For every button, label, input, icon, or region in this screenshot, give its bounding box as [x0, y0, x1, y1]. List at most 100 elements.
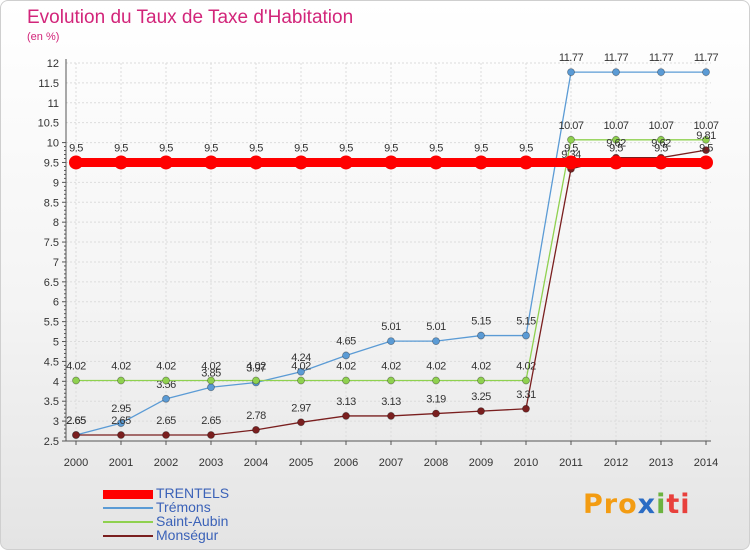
data-label: 5.15 [471, 316, 491, 328]
legend-swatch [103, 507, 153, 509]
data-label: 4.02 [246, 361, 266, 373]
data-point [249, 155, 263, 170]
x-tick-label: 2008 [424, 457, 448, 469]
data-point [474, 155, 488, 170]
chart-title: Evolution du Taux de Taxe d'Habitation [27, 7, 354, 28]
data-point [339, 155, 353, 170]
data-point [342, 412, 350, 420]
y-tick-label: 5 [53, 337, 59, 349]
data-label: 9.5 [609, 142, 623, 154]
data-label: 2.65 [66, 415, 86, 427]
legend-label: Saint-Aubin [156, 513, 229, 529]
y-tick-label: 7 [53, 257, 59, 269]
data-label: 9.5 [519, 142, 533, 154]
data-label: 3.31 [516, 389, 536, 401]
y-tick-label: 5.5 [44, 317, 59, 329]
y-tick-label: 12 [47, 58, 59, 70]
logo-part: x [637, 489, 657, 520]
data-point [297, 367, 305, 376]
data-label: 9.62 [651, 138, 671, 150]
data-label: 4.02 [156, 361, 176, 373]
x-tick-label: 2011 [559, 457, 583, 469]
data-label: 3.56 [156, 379, 176, 391]
data-label: 2.78 [246, 410, 266, 422]
data-point [567, 135, 575, 144]
legend-swatch [103, 535, 153, 537]
data-point [522, 376, 530, 385]
data-point [342, 376, 350, 385]
data-point [432, 337, 440, 346]
data-point [207, 383, 215, 392]
data-label: 4.02 [381, 361, 401, 373]
data-point [72, 431, 80, 439]
data-point [477, 331, 485, 340]
data-point [387, 337, 395, 346]
y-tick-label: 6.5 [44, 277, 59, 289]
data-point [117, 419, 125, 427]
data-label: 3.25 [471, 391, 491, 403]
data-label: 4.02 [471, 361, 491, 373]
y-tick-label: 4 [53, 376, 59, 388]
data-label: 9.5 [654, 142, 668, 154]
data-point [384, 155, 398, 170]
data-point [657, 135, 665, 144]
data-point [162, 431, 170, 439]
data-label: 4.02 [201, 361, 221, 373]
data-label: 3.13 [381, 396, 401, 408]
data-point [72, 376, 80, 385]
data-point [702, 135, 710, 144]
data-label: 11.77 [604, 52, 629, 64]
logo-part: Pro [583, 489, 638, 520]
data-label: 11.77 [649, 52, 674, 64]
data-point [162, 376, 170, 385]
data-point [429, 155, 443, 170]
y-tick-label: 11 [48, 98, 59, 110]
x-tick-label: 2007 [379, 457, 403, 469]
chart-unit-label: (en %) [27, 31, 60, 43]
legend-swatch [103, 490, 153, 499]
x-tick-label: 2003 [199, 457, 223, 469]
x-tick-label: 2001 [109, 457, 133, 469]
y-tick-label: 11.5 [38, 78, 59, 90]
data-point [207, 431, 215, 439]
data-point [522, 331, 530, 340]
data-label: 9.5 [699, 142, 713, 154]
data-label: 5.01 [381, 321, 401, 333]
y-tick-label: 9 [53, 177, 59, 189]
y-tick-label: 6 [53, 297, 59, 309]
data-label: 11.77 [694, 52, 719, 64]
legend-label: Monségur [156, 527, 219, 543]
y-tick-label: 2.5 [44, 436, 59, 448]
data-point [117, 431, 125, 439]
data-label: 2.65 [201, 415, 221, 427]
data-point [432, 409, 440, 418]
data-point [252, 376, 260, 385]
data-label: 9.5 [249, 142, 263, 154]
data-point [522, 404, 530, 413]
data-label: 3.85 [201, 367, 221, 379]
data-point [294, 155, 308, 170]
x-tick-label: 2009 [469, 457, 493, 469]
data-label: 2.97 [291, 402, 311, 414]
data-label: 9.81 [696, 130, 716, 142]
data-label: 9.5 [204, 142, 218, 154]
legend-swatch [103, 521, 153, 523]
data-label: 9.5 [339, 142, 353, 154]
data-point [654, 155, 668, 170]
data-point [252, 425, 260, 434]
data-label: 4.02 [66, 361, 86, 373]
data-label: 4.02 [111, 361, 131, 373]
data-point [159, 155, 173, 170]
data-label: 9.5 [159, 142, 173, 154]
proxiti-logo: Proxiti [583, 489, 691, 520]
data-label: 9.5 [294, 142, 308, 154]
data-label: 4.65 [336, 335, 356, 347]
data-label: 9.5 [114, 142, 128, 154]
data-label: 3.19 [426, 394, 446, 406]
data-label: 4.24 [291, 352, 311, 364]
y-tick-label: 7.5 [44, 237, 59, 249]
logo-part: i [656, 489, 667, 520]
y-tick-label: 9.5 [44, 157, 59, 169]
data-point [657, 68, 665, 77]
